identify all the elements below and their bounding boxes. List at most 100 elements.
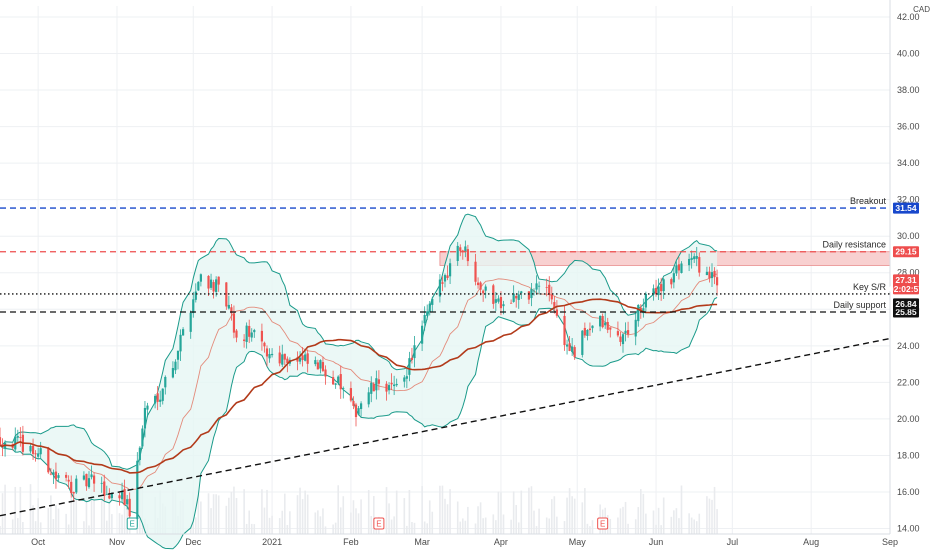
volume-bar <box>502 514 505 534</box>
candle-body <box>672 273 675 283</box>
candle-body <box>136 460 139 519</box>
volume-bar <box>589 526 591 534</box>
volume-bar <box>370 516 373 534</box>
volume-bar <box>477 506 479 534</box>
candle-body <box>601 315 604 328</box>
volume-bar <box>538 508 540 534</box>
candle-body <box>16 436 19 438</box>
candle-body <box>497 298 500 302</box>
candle-body <box>248 325 251 337</box>
earnings-marker-label: E <box>376 520 381 529</box>
candle-body <box>461 250 464 252</box>
candle-body <box>283 353 286 360</box>
volume-bar <box>245 523 248 534</box>
volume-bar <box>693 519 695 534</box>
candle-body <box>14 436 17 450</box>
candle-body <box>616 331 620 336</box>
volume-bar <box>263 507 266 534</box>
volume-bar <box>716 509 718 534</box>
volume-bar <box>571 496 573 534</box>
volume-bar <box>334 522 337 534</box>
volume-bar <box>591 520 594 534</box>
volume-bar <box>660 525 662 534</box>
candle-body <box>354 404 358 418</box>
candle-body <box>438 279 442 297</box>
volume-bar <box>512 491 515 534</box>
candle-body <box>92 475 96 484</box>
candle-body <box>65 474 68 478</box>
y-tick-label: 42.00 <box>897 12 920 22</box>
volume-bar <box>266 489 268 534</box>
earnings-marker <box>597 517 609 530</box>
candle-body <box>194 291 197 300</box>
volume-bar <box>640 489 642 534</box>
volume-bar <box>492 514 495 534</box>
volume-bar <box>350 512 352 534</box>
candle-body <box>619 336 622 342</box>
candle-body <box>474 261 477 282</box>
volume-bar <box>19 486 22 534</box>
volume-bar <box>403 498 406 534</box>
volume-bar <box>57 508 60 534</box>
candle-body <box>105 494 108 496</box>
candle-body <box>695 255 698 259</box>
volume-bar <box>446 504 449 534</box>
candle-body <box>47 447 50 473</box>
volume-bar <box>11 519 14 534</box>
candle-body <box>0 437 2 446</box>
volume-bar <box>281 510 284 534</box>
volume-bar <box>449 489 451 534</box>
candle-body <box>652 288 655 295</box>
candle-body <box>446 275 449 278</box>
volume-bar <box>342 496 345 534</box>
volume-bar <box>622 506 624 534</box>
volume-bar <box>406 525 408 534</box>
candle-body <box>537 285 541 287</box>
volume-bar <box>299 487 301 534</box>
volume-bar <box>533 510 535 534</box>
volume-bar <box>484 517 487 534</box>
volume-bar <box>556 516 558 534</box>
candle-body <box>19 436 22 438</box>
earnings-marker <box>126 517 138 530</box>
candle-body <box>456 245 459 261</box>
candle-body <box>31 445 35 454</box>
candle-body <box>316 362 319 370</box>
volume-bar <box>4 484 6 534</box>
volume-bar <box>584 488 586 534</box>
x-tick-label: Apr <box>494 537 508 547</box>
volume-bar <box>385 487 388 534</box>
volume-bar <box>395 490 398 534</box>
volume-bar <box>421 486 423 534</box>
volume-bar <box>456 501 459 534</box>
volume-bar <box>411 521 413 534</box>
volume-bar <box>317 510 319 534</box>
volume-bar <box>243 489 245 534</box>
volume-bar <box>678 518 680 534</box>
volume-bar <box>624 501 627 534</box>
volume-bar <box>713 486 716 534</box>
candle-body <box>230 307 233 314</box>
volume-bar <box>617 517 619 534</box>
candle-body <box>403 377 406 382</box>
x-tick-label: Mar <box>414 537 430 547</box>
volume-bar <box>670 516 673 534</box>
volume-bar <box>680 485 683 534</box>
candle-body <box>199 274 202 282</box>
volume-bar <box>426 523 428 534</box>
candle-body <box>339 374 342 390</box>
level-label: Breakout <box>850 196 887 206</box>
last-price-tag-bg <box>893 274 919 295</box>
volume-bar <box>698 513 701 534</box>
volume-bar <box>642 493 645 534</box>
key-level-tag: 26.84 <box>895 299 917 309</box>
volume-bar <box>535 526 538 534</box>
time-axis[interactable]: Oct Nov Dec 2021 Feb Mar Apr May Jun Jul Aug Sep <box>0 533 898 547</box>
candle-body <box>515 295 518 299</box>
volume-bar <box>37 498 39 534</box>
candle-body <box>138 447 141 461</box>
candle-body <box>306 353 309 364</box>
volume-bar <box>304 490 306 534</box>
